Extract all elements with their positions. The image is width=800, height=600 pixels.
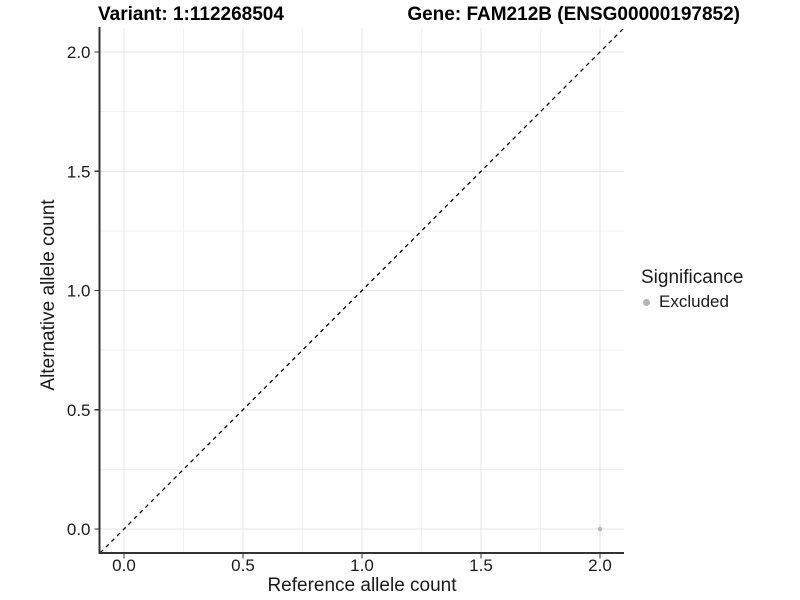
y-tick-label: 0.0 [67, 520, 91, 539]
legend-key-dot [643, 298, 650, 306]
plot-title-row: Variant: 1:112268504 Gene: FAM212B (ENSG… [98, 4, 740, 26]
y-tick-label: 1.5 [67, 162, 91, 181]
identity-reference-line [99, 27, 625, 554]
y-tick-label: 2.0 [67, 43, 91, 62]
y-tick-label: 1.0 [67, 282, 91, 301]
legend-title: Significance [641, 267, 744, 288]
x-axis-title: Reference allele count [267, 575, 457, 596]
y-axis-title: Alternative allele count [38, 199, 59, 391]
data-point [597, 526, 603, 532]
legend-item-label: Excluded [659, 292, 729, 311]
x-tick-label: 0.0 [112, 556, 136, 575]
x-tick-label: 1.5 [469, 556, 493, 575]
x-tick-label: 0.5 [231, 556, 255, 575]
x-tick-label: 2.0 [588, 556, 612, 575]
plot-title-variant: Variant: 1:112268504 [98, 4, 284, 25]
plot-title-gene: Gene: FAM212B (ENSG00000197852) [407, 4, 740, 25]
legend-item-excluded: Excluded [641, 292, 743, 312]
x-tick-label: 1.0 [350, 556, 374, 575]
legend: Significance Excluded [641, 266, 743, 312]
y-tick-label: 0.5 [67, 401, 91, 420]
